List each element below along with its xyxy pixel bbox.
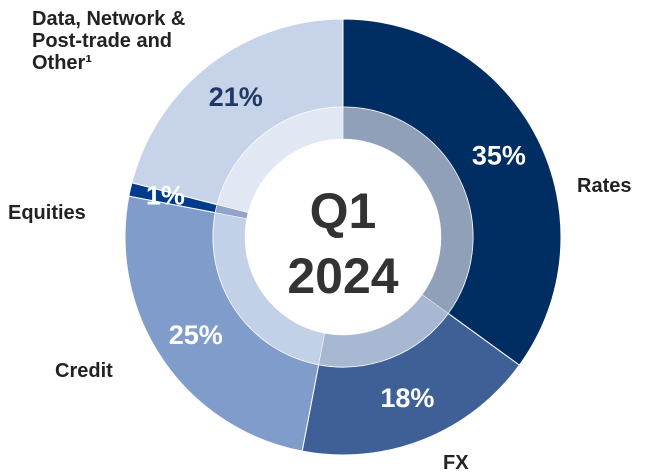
center-label: Q1: [310, 183, 377, 239]
category-label: Data, Network & Post-trade and Other¹: [32, 8, 186, 74]
category-label: Rates: [577, 175, 632, 197]
category-label: FX: [443, 452, 469, 474]
category-label: Credit: [55, 360, 113, 382]
category-label: Equities: [8, 202, 86, 224]
value-label: 35%: [472, 141, 526, 171]
value-label: 1%: [146, 180, 185, 210]
inner-ring-segment: [216, 106, 344, 213]
value-label: 21%: [209, 82, 263, 112]
value-label: 18%: [380, 383, 434, 413]
value-label: 25%: [169, 320, 223, 350]
center-label: 2024: [287, 248, 398, 304]
